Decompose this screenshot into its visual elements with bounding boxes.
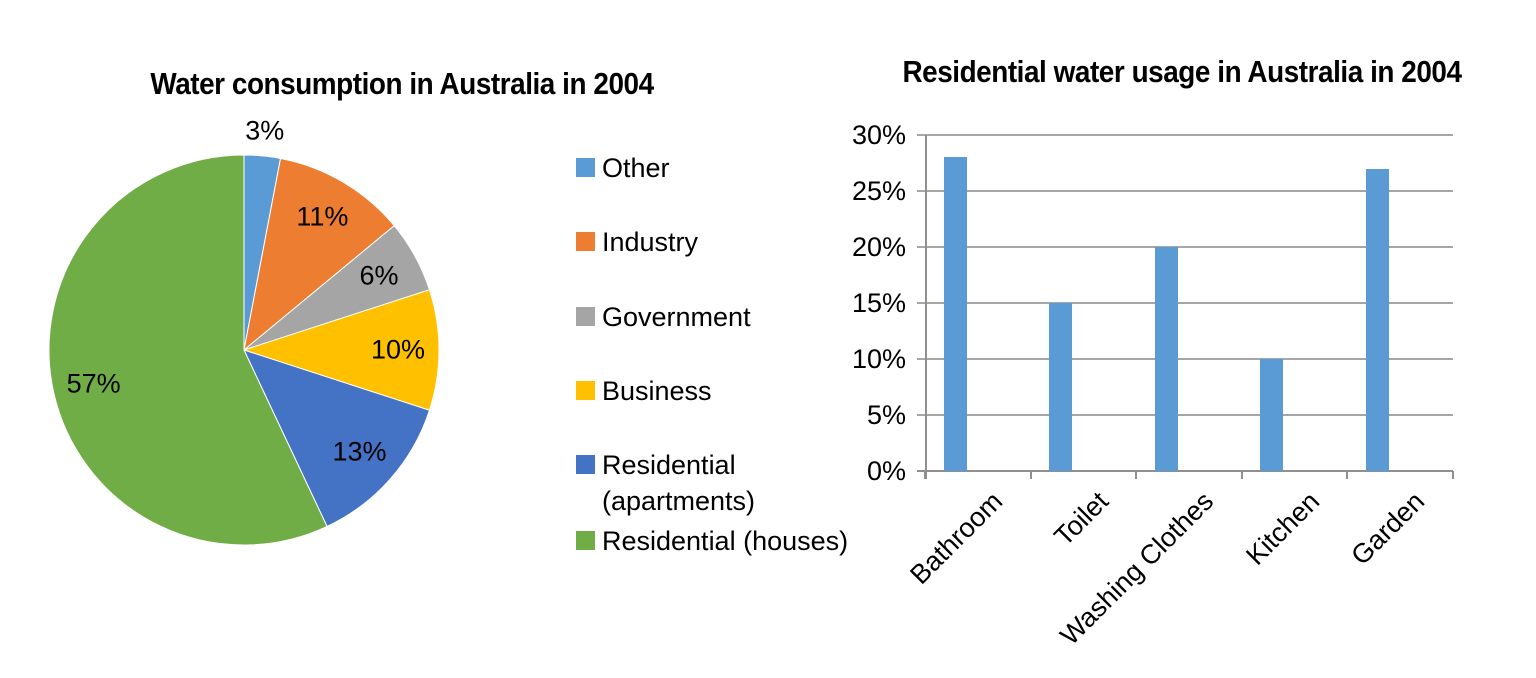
x-axis-tick: [1452, 471, 1454, 479]
gridline: [917, 414, 1453, 416]
y-tick-label-20: 20%: [851, 232, 906, 262]
gridline: [917, 246, 1453, 248]
bar-chart-title: Residential water usage in Australia in …: [902, 54, 1462, 89]
y-tick-label-30: 30%: [851, 120, 906, 150]
x-axis-line: [917, 470, 1453, 472]
bar-washing-clothes: [1154, 247, 1178, 471]
y-tick-label-25: 25%: [851, 176, 906, 206]
gridline: [917, 358, 1453, 360]
y-tick-label-10: 10%: [851, 344, 906, 374]
x-tick-label-garden: Garden: [1345, 486, 1431, 571]
pie-data-label-residential-apartments: 13%: [332, 436, 387, 467]
legend-label: Business: [602, 376, 712, 406]
x-axis-tick: [1029, 471, 1032, 479]
legend-swatch-icon: [576, 381, 595, 400]
legend-swatch-icon: [576, 158, 595, 177]
pie-data-label-industry: 11%: [296, 201, 349, 232]
gridline: [917, 134, 1453, 136]
pie-slice-industry: [243, 157, 395, 352]
bar-toilet: [1049, 303, 1073, 471]
y-tick-label-15: 15%: [851, 288, 906, 318]
legend-label: Residential (houses): [602, 526, 849, 556]
gridline: [917, 190, 1453, 192]
legend-label: Government: [602, 302, 751, 332]
x-tick-label-kitchen: Kitchen: [1240, 486, 1326, 571]
legend-label: Industry: [602, 227, 699, 257]
x-tick-label-bathroom: Bathroom: [904, 486, 1009, 590]
legend-entry-residential-houses: Residential (houses): [576, 523, 848, 559]
y-tick-label-0: 0%: [866, 456, 906, 486]
pie-chart-legend: Other Industry Government Business Residenti…: [576, 0, 876, 678]
y-axis-line: [925, 135, 927, 479]
x-tick-label-toilet: Toilet: [1048, 486, 1114, 552]
pie-data-label-residential-houses: 57%: [66, 368, 121, 399]
legend-entry-other: Other: [576, 150, 670, 186]
gridline: [917, 302, 1453, 304]
legend-swatch-icon: [576, 307, 595, 326]
legend-entry-industry: Industry: [576, 224, 698, 260]
bar-kitchen: [1260, 359, 1284, 471]
legend-entry-business: Business: [576, 373, 712, 409]
pie-data-label-government: 6%: [359, 260, 399, 291]
bar-chart-plot-area: [917, 134, 1454, 479]
legend-label: Residential (apartments): [602, 450, 756, 516]
x-axis-tick: [1135, 471, 1138, 479]
pie-data-label-other: 3%: [245, 115, 285, 146]
legend-swatch-icon: [576, 455, 595, 474]
pie-chart-title: Water consumption in Australia in 2004: [150, 66, 654, 101]
legend-label: Other: [602, 153, 670, 183]
pie-slice-business: [242, 289, 440, 411]
y-tick-label-5: 5%: [866, 400, 906, 430]
pie-slice-residential-houses: [48, 154, 328, 546]
pie-slice-residential-apartments: [243, 349, 431, 528]
bar-bathroom: [943, 157, 967, 471]
bar-garden: [1365, 168, 1389, 471]
x-axis-tick: [1240, 471, 1243, 479]
x-axis-tick: [924, 471, 926, 479]
legend-swatch-icon: [576, 232, 595, 251]
pie-data-label-business: 10%: [371, 334, 426, 365]
legend-entry-government: Government: [576, 299, 751, 335]
legend-entry-residential-apartments: Residential (apartments): [576, 447, 787, 519]
x-axis-tick: [1346, 471, 1349, 479]
legend-swatch-icon: [576, 531, 595, 550]
pie-chart: [48, 154, 440, 546]
